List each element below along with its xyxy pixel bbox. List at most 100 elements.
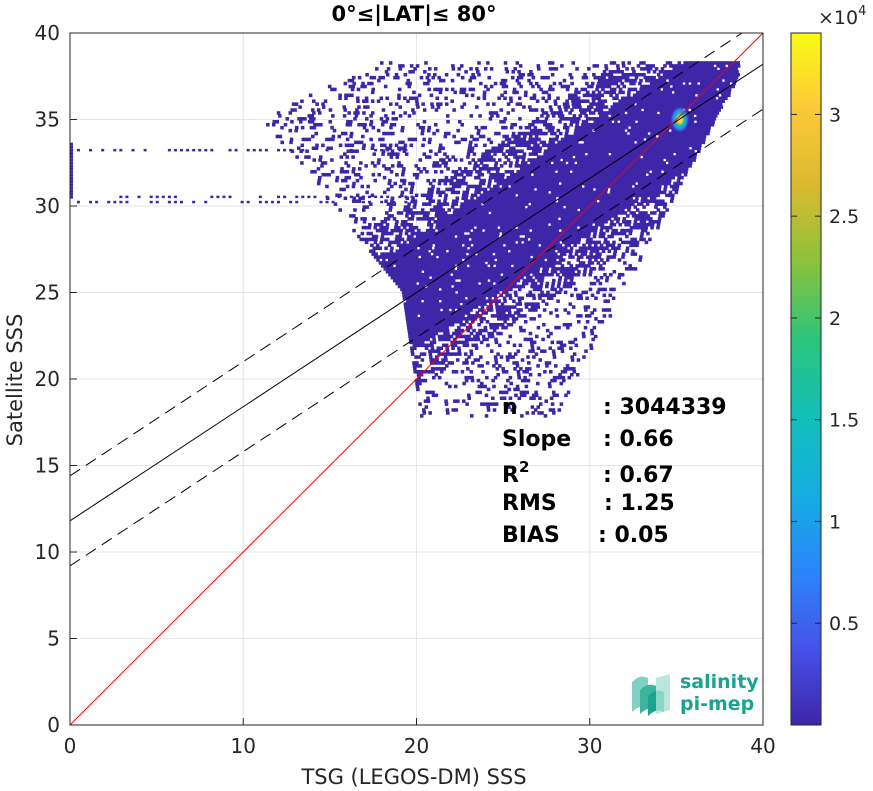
density-cell — [438, 255, 443, 259]
density-cell — [374, 237, 378, 242]
density-cell — [543, 214, 548, 218]
density-cell — [431, 199, 435, 203]
density-cell — [453, 208, 457, 212]
density-cell — [515, 220, 520, 224]
density-cell — [489, 190, 493, 195]
density-cell — [464, 225, 469, 230]
density-cell — [503, 402, 508, 406]
density-cell — [409, 190, 414, 195]
density-cell — [583, 128, 587, 133]
density-cell — [485, 240, 490, 245]
density-cell — [673, 167, 677, 171]
density-cell — [464, 275, 468, 280]
density-cell — [603, 193, 607, 198]
density-cell — [422, 328, 426, 333]
density-cell — [520, 196, 524, 201]
density-cell — [538, 175, 543, 180]
density-cell — [518, 255, 522, 259]
density-cell — [487, 184, 491, 189]
density-cell — [525, 202, 529, 206]
density-cell — [488, 193, 493, 198]
density-cell — [445, 202, 450, 206]
density-cell — [428, 290, 432, 295]
density-cell — [491, 222, 496, 227]
density-cell — [590, 261, 595, 265]
density-cell — [480, 364, 484, 368]
density-cell — [428, 308, 432, 312]
density-cell — [445, 325, 449, 330]
density-cell — [388, 255, 393, 259]
density-cell — [557, 281, 561, 286]
density-cell — [498, 220, 502, 224]
density-cell — [458, 258, 463, 262]
density-cell — [510, 408, 514, 412]
density-cell — [397, 240, 401, 245]
density-cell — [581, 155, 585, 159]
density-cell — [643, 181, 648, 186]
density-cell — [597, 240, 602, 245]
density-cell — [551, 187, 555, 192]
density-cell — [611, 181, 615, 186]
density-cell — [403, 205, 408, 209]
density-cell — [406, 287, 410, 292]
density-cell — [554, 217, 559, 221]
density-cell — [553, 225, 557, 230]
density-cell — [593, 149, 598, 153]
density-cell — [476, 131, 481, 136]
density-cell — [408, 258, 413, 262]
density-cell — [405, 317, 410, 321]
density-cell — [418, 234, 423, 239]
density-cell — [507, 308, 512, 312]
density-cell — [451, 408, 456, 412]
density-cell — [615, 143, 620, 148]
density-cell — [557, 184, 562, 189]
density-cell — [504, 217, 509, 221]
density-cell — [459, 255, 463, 259]
density-cell — [406, 252, 411, 256]
density-cell — [493, 314, 498, 318]
density-cell — [609, 190, 614, 195]
density-cell — [501, 184, 506, 189]
density-cell — [588, 287, 593, 292]
density-cell — [532, 396, 536, 401]
density-cell — [499, 331, 503, 336]
density-cell — [438, 193, 442, 198]
density-cell — [391, 270, 396, 274]
density-cell — [515, 384, 520, 389]
density-cell — [564, 243, 569, 248]
density-cell — [508, 214, 512, 218]
density-cell — [456, 270, 461, 274]
density-cell — [546, 290, 550, 295]
density-cell — [477, 234, 482, 239]
density-cell — [404, 246, 409, 251]
density-cell — [566, 170, 571, 174]
density-cell — [521, 252, 526, 256]
density-cell — [405, 314, 409, 318]
density-cell — [483, 284, 487, 289]
density-cell — [552, 246, 556, 251]
density-cell — [544, 272, 548, 277]
density-cell — [353, 208, 357, 212]
density-cell — [525, 264, 529, 268]
density-cell — [559, 237, 564, 242]
density-cell — [435, 208, 440, 212]
density-cell — [380, 220, 384, 224]
density-cell — [480, 267, 485, 271]
density-cell — [610, 155, 615, 159]
density-cell — [560, 234, 564, 239]
density-cell — [425, 246, 430, 251]
density-cell — [537, 261, 542, 265]
density-cell — [515, 252, 520, 256]
density-cell — [404, 152, 409, 156]
density-cell — [472, 231, 477, 236]
density-cell — [544, 208, 549, 212]
density-cell — [375, 246, 380, 251]
density-cell — [532, 193, 537, 198]
density-cell — [459, 222, 463, 227]
density-cell — [497, 322, 502, 327]
density-cell — [550, 237, 555, 242]
density-cell — [410, 234, 414, 239]
density-cell — [679, 164, 684, 168]
density-cell — [603, 131, 607, 136]
density-cell — [597, 287, 602, 292]
